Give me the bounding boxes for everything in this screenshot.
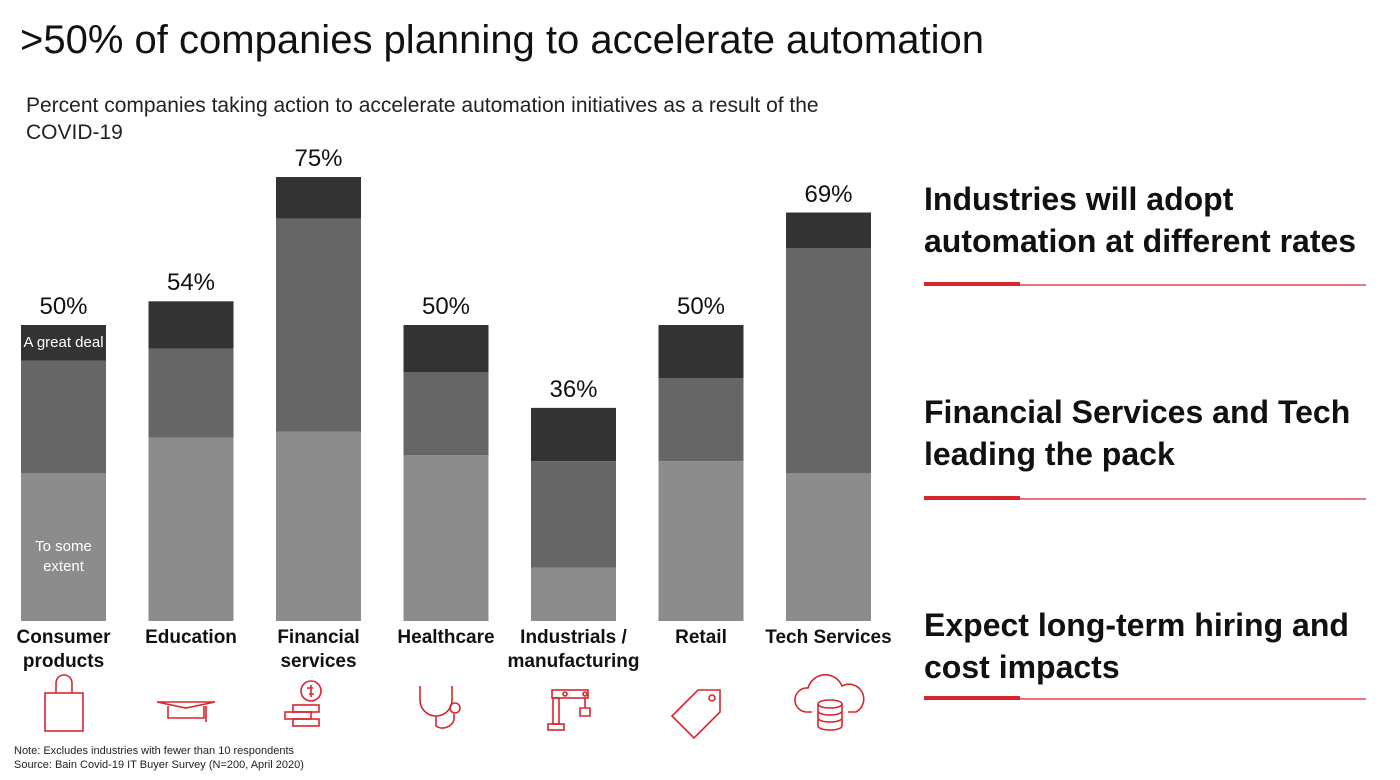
icons [44, 674, 865, 740]
bar-segment [658, 461, 744, 621]
segment-label: A great deal [23, 333, 104, 351]
total-label: 54% [166, 269, 216, 297]
icon-coins [284, 680, 322, 727]
bar-segment [21, 325, 106, 361]
category-label: Retail [675, 627, 727, 648]
bar-segment [531, 407, 616, 462]
bar-segment [786, 473, 871, 621]
icon-cap [156, 701, 216, 722]
takeaway: Financial Services and Tech leading the … [924, 394, 1351, 472]
category-label: Consumer products [16, 627, 111, 672]
category-label: Financial services [277, 627, 360, 672]
bar-segment [531, 461, 616, 568]
bar-segment [658, 378, 744, 462]
notes: Note: Excludes industries with fewer tha… [14, 744, 304, 772]
category-label: Tech Services [765, 627, 892, 648]
category-label: Education [145, 627, 237, 648]
bar-segment [403, 455, 489, 621]
bar-segment [276, 177, 361, 219]
takeaway-rules [924, 282, 1366, 700]
category-label: Healthcare [397, 627, 495, 648]
total-label: 69% [804, 180, 853, 208]
bar-segment [531, 567, 616, 621]
takeaway: Industries will adopt automation at diff… [924, 181, 1357, 259]
icon-bag [44, 674, 84, 732]
icon-cloud [794, 674, 865, 731]
segment-label: To some extent [35, 538, 92, 575]
total-label: 50% [421, 293, 471, 320]
category-label: Industrials / manufacturing [507, 627, 640, 672]
total-label: 36% [549, 375, 598, 403]
note: Note: Excludes industries with fewer tha… [14, 745, 295, 757]
bar-segment [403, 325, 489, 373]
total-label: 50% [676, 293, 726, 320]
bar-segment [276, 218, 361, 432]
bar-segment [21, 473, 106, 621]
bar-segment [403, 372, 489, 456]
bar-segment [21, 360, 106, 473]
bar-segment [148, 437, 234, 621]
source: Source: Bain Covid-19 IT Buyer Survey (N… [14, 759, 304, 771]
total-label: 75% [294, 145, 343, 172]
slide-title: >50% of companies planning to accelerate… [20, 18, 984, 62]
chart-subtitle: Percent companies taking action to accel… [26, 94, 819, 144]
icon-robot [547, 689, 591, 731]
bar-segment [658, 325, 744, 379]
total-label: 50% [39, 293, 88, 320]
bar-segment [148, 301, 234, 349]
bar-segment [276, 431, 361, 621]
takeaway: Expect long-term hiring and cost impacts [924, 607, 1349, 685]
icon-tag [670, 689, 721, 740]
bar-segment [148, 348, 234, 438]
icon-stethoscope [419, 686, 461, 729]
bar-segment [786, 212, 871, 249]
bar-segment [786, 248, 871, 473]
